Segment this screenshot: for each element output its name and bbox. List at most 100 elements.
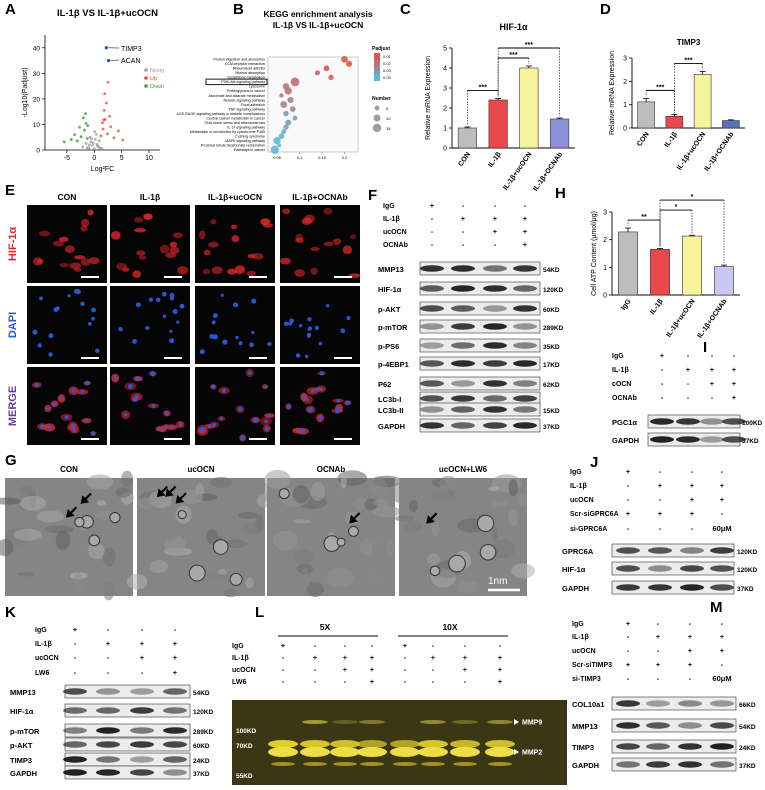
kd-label: 17KD (543, 362, 560, 369)
condition-sign: + (658, 481, 663, 490)
point (84, 122, 88, 125)
kd-label: 120KD (737, 567, 758, 574)
colorbar-step (374, 67, 380, 74)
band-label: GAPDH (562, 584, 589, 593)
cell (88, 257, 100, 265)
nucleus (253, 417, 259, 423)
nucleus (220, 293, 224, 297)
magnification-label: 5X (320, 622, 331, 632)
cell (247, 253, 256, 259)
size-label: 15 (386, 126, 391, 131)
gel-band (268, 740, 298, 748)
nucleus (307, 326, 313, 331)
condition-sign: - (462, 201, 465, 210)
dot (328, 74, 334, 81)
condition-label: IgG (383, 203, 395, 210)
chart-title: IL-1β VS IL-1β+ucOCN (57, 8, 158, 19)
scale-bar-label: 1nm (488, 576, 507, 587)
nucleus (151, 403, 156, 408)
row-label: DAPI (7, 312, 19, 338)
condition-sign: - (733, 351, 736, 360)
condition-sign: - (721, 509, 724, 518)
dot (283, 124, 289, 130)
point (108, 114, 112, 118)
tem-texture (371, 506, 402, 518)
nucleus (295, 353, 301, 358)
blot-band (680, 565, 704, 572)
condition-sign: + (498, 653, 503, 662)
bar (637, 101, 655, 129)
condition-sign: - (141, 625, 144, 634)
band-label: MMP9 (522, 720, 542, 727)
dot (323, 65, 330, 72)
condition-sign: - (404, 653, 407, 662)
pathway-label: Mineral absorption (235, 71, 265, 75)
size-swatch (374, 105, 380, 111)
chart-title: HIF-1α (499, 22, 528, 32)
blot-band (483, 305, 507, 312)
cell (172, 232, 183, 239)
dot (280, 101, 288, 108)
band-label: COL10a1 (572, 700, 605, 709)
kd-label: 54KD (739, 724, 756, 731)
cell (122, 267, 130, 272)
nucleus (172, 308, 178, 315)
gel-band (390, 747, 420, 757)
nucleus (91, 431, 96, 436)
tem-image (399, 478, 527, 596)
condition-sign: + (626, 509, 631, 518)
pathway-label: Glutathione metabolism (227, 76, 265, 80)
nucleus (318, 415, 323, 420)
nucleus (300, 428, 306, 434)
condition-sign: - (371, 641, 374, 650)
blot-band (451, 406, 475, 413)
panel-letter: A (5, 1, 16, 18)
band-label: MMP2 (522, 750, 542, 757)
micrograph (110, 286, 190, 364)
condition-sign: - (431, 227, 434, 236)
condition-sign: - (689, 619, 692, 628)
blot-band (63, 741, 87, 748)
marker-label: 100KD (236, 728, 257, 735)
point (101, 121, 104, 125)
blot-band (648, 584, 672, 591)
bar (550, 118, 570, 149)
blot-band (451, 305, 475, 312)
tem-texture (306, 581, 324, 598)
blot-band (163, 707, 187, 714)
point (102, 118, 105, 122)
nucleus (251, 330, 255, 335)
condition-sign: - (141, 668, 144, 677)
tem-texture (115, 487, 131, 498)
condition-label: IL-1β (570, 483, 587, 490)
micrograph (27, 205, 107, 283)
blot-band (513, 395, 537, 402)
tem-texture (0, 539, 14, 557)
blot-band (63, 707, 87, 714)
condition-sign: - (711, 393, 714, 402)
point (83, 128, 86, 132)
point (121, 138, 125, 142)
band-label: HIF-1α (378, 285, 402, 294)
condition-sign: - (282, 677, 285, 686)
blot-band (700, 418, 724, 425)
x-tick-label: -5 (64, 155, 70, 162)
cell (279, 257, 291, 265)
condition-sign: - (432, 641, 435, 650)
kd-label: 54KD (193, 690, 210, 697)
magnification-label: 10X (442, 622, 457, 632)
tem-texture (491, 527, 498, 541)
blot-band (710, 700, 734, 707)
point (95, 133, 98, 136)
nucleus (59, 396, 64, 401)
condition-sign: - (627, 524, 630, 533)
tem-texture (340, 473, 347, 489)
bar (665, 116, 684, 129)
band-label: LC3b-II (378, 406, 403, 415)
point (101, 127, 105, 131)
blot-band (96, 688, 120, 695)
condition-sign: + (463, 653, 468, 662)
blot-band (513, 323, 537, 330)
condition-sign: - (462, 240, 465, 249)
point (100, 147, 104, 150)
